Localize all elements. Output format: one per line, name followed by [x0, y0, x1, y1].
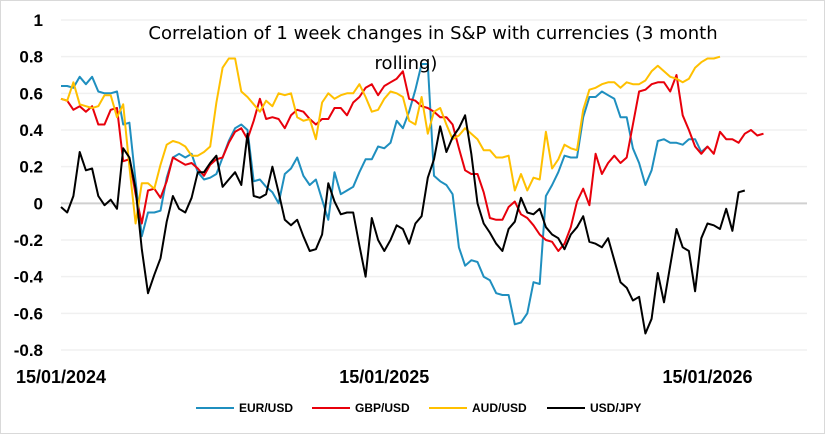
y-axis-ticks: 1 0.8 0.6 0.4 0.2 0 -0.2 -0.4 -0.6 -0.8 [14, 11, 44, 360]
series-line-gbp-usd [60, 70, 764, 252]
y-tick-label: 0.8 [19, 48, 43, 67]
y-tick-label: -0.6 [14, 304, 43, 323]
legend-item: USD/JPY [547, 401, 641, 415]
legend: EUR/USD GBP/USD AUD/USD USD/JPY [196, 401, 641, 415]
legend-label: AUD/USD [472, 401, 527, 415]
legend-label: GBP/USD [355, 401, 410, 415]
legend-label: EUR/USD [239, 401, 293, 415]
legend-item: GBP/USD [312, 401, 410, 415]
series-lines [60, 55, 764, 335]
x-tick-label: 15/01/2024 [16, 367, 106, 387]
y-tick-label: 0.4 [19, 121, 43, 140]
legend-item: AUD/USD [429, 401, 527, 415]
y-tick-label: -0.8 [14, 341, 43, 360]
x-tick-label: 15/01/2026 [662, 367, 752, 387]
y-tick-label: -0.2 [14, 231, 43, 250]
legend-item: EUR/USD [196, 401, 293, 415]
x-tick-label: 15/01/2025 [339, 367, 429, 387]
y-tick-label: 0.6 [19, 84, 43, 103]
y-tick-label: 0 [34, 194, 43, 213]
y-tick-label: 1 [34, 11, 43, 30]
y-tick-label: -0.4 [14, 268, 44, 287]
chart-title-line-1: Correlation of 1 week changes in S&P wit… [148, 23, 717, 44]
chart-title-line-2: rolling) [375, 53, 438, 74]
x-axis-ticks: 15/01/2024 15/01/2025 15/01/2026 [16, 367, 753, 387]
y-tick-label: 0.2 [19, 158, 43, 177]
series-line-usd-jpy [60, 114, 746, 335]
series-line-aud-usd [60, 55, 721, 225]
legend-label: USD/JPY [590, 401, 641, 415]
